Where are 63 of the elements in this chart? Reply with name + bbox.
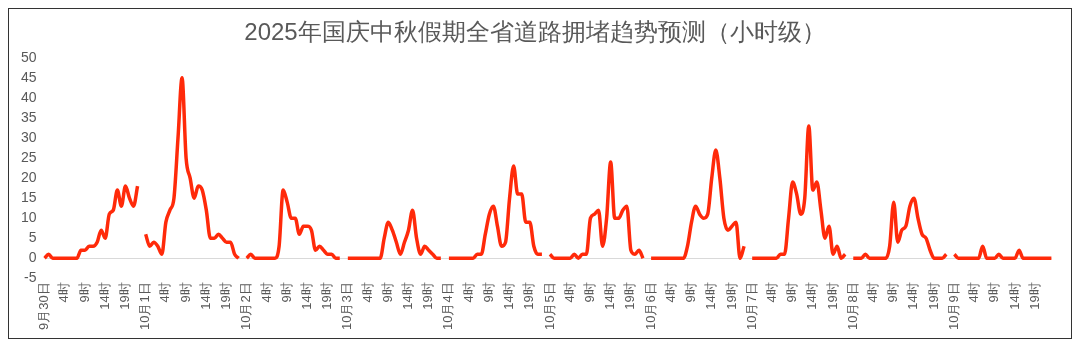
x-tick-label: 10月1日 bbox=[137, 282, 153, 331]
x-tick-label: 9时 bbox=[379, 282, 395, 303]
x-tick-label: 4时 bbox=[561, 282, 577, 303]
y-tick-label: 50 bbox=[20, 48, 37, 65]
x-tick-label: 19时 bbox=[117, 282, 133, 310]
x-tick-label: 10月4日 bbox=[440, 282, 456, 331]
x-tick-label: 9时 bbox=[480, 282, 496, 303]
x-tick-label: 19时 bbox=[420, 282, 436, 310]
y-tick-label: 25 bbox=[20, 148, 37, 165]
x-tick-label: 14时 bbox=[1006, 282, 1022, 310]
x-tick-label: 19时 bbox=[218, 282, 234, 310]
x-tick-label: 19时 bbox=[319, 282, 335, 310]
x-tick-label: 4时 bbox=[359, 282, 375, 303]
y-tick-label: 40 bbox=[20, 88, 37, 105]
x-tick-label: 19时 bbox=[622, 282, 638, 310]
x-tick-label: 14时 bbox=[602, 282, 618, 310]
y-tick-label: -5 bbox=[24, 269, 37, 286]
x-tick-label: 19时 bbox=[824, 282, 840, 310]
x-tick-label: 4时 bbox=[662, 282, 678, 303]
x-tick-label: 10月6日 bbox=[642, 282, 658, 331]
x-tick-label: 9时 bbox=[683, 282, 699, 303]
x-tick-label: 19时 bbox=[925, 282, 941, 310]
x-tick-label: 14时 bbox=[804, 282, 820, 310]
x-tick-label: 10月7日 bbox=[743, 282, 759, 331]
x-tick-label: 14时 bbox=[905, 282, 921, 310]
x-tick-label: 9月30日 bbox=[36, 282, 52, 331]
y-tick-label: 0 bbox=[28, 249, 37, 266]
x-tick-label: 14时 bbox=[400, 282, 416, 310]
x-tick-label: 14时 bbox=[298, 282, 314, 310]
x-tick-label: 9时 bbox=[278, 282, 294, 303]
x-tick-label: 4时 bbox=[157, 282, 173, 303]
x-tick-label: 9时 bbox=[784, 282, 800, 303]
y-tick-label: 30 bbox=[20, 128, 37, 145]
x-tick-label: 19时 bbox=[1026, 282, 1042, 310]
x-tick-label: 10月8日 bbox=[844, 282, 860, 331]
y-tick-label: 5 bbox=[28, 229, 37, 246]
chart-title: 2025年国庆中秋假期全省道路拥堵趋势预测（小时级） bbox=[244, 18, 826, 46]
x-tick-label: 10月5日 bbox=[541, 282, 557, 331]
x-tick-label: 10月2日 bbox=[238, 282, 254, 331]
y-tick-label: 35 bbox=[20, 108, 37, 125]
x-tick-label: 9时 bbox=[885, 282, 901, 303]
x-tick-label: 14时 bbox=[501, 282, 517, 310]
y-tick-label: 10 bbox=[20, 209, 37, 226]
x-tick-label: 19时 bbox=[521, 282, 537, 310]
x-tick-label: 9时 bbox=[986, 282, 1002, 303]
x-tick-label: 19时 bbox=[723, 282, 739, 310]
x-tick-label: 4时 bbox=[460, 282, 476, 303]
x-tick-label: 4时 bbox=[56, 282, 72, 303]
x-tick-label: 4时 bbox=[258, 282, 274, 303]
y-tick-label: 15 bbox=[20, 188, 37, 205]
x-tick-label: 9时 bbox=[177, 282, 193, 303]
x-tick-label: 9时 bbox=[76, 282, 92, 303]
y-tick-label: 45 bbox=[20, 68, 37, 85]
x-tick-label: 14时 bbox=[197, 282, 213, 310]
x-tick-label: 9时 bbox=[582, 282, 598, 303]
x-tick-label: 10月9日 bbox=[945, 282, 961, 331]
x-tick-label: 4时 bbox=[763, 282, 779, 303]
x-tick-label: 10月3日 bbox=[339, 282, 355, 331]
x-tick-label: 14时 bbox=[96, 282, 112, 310]
x-tick-label: 4时 bbox=[966, 282, 982, 303]
x-tick-label: 4时 bbox=[865, 282, 881, 303]
x-tick-label: 14时 bbox=[703, 282, 719, 310]
y-tick-label: 20 bbox=[20, 168, 37, 185]
